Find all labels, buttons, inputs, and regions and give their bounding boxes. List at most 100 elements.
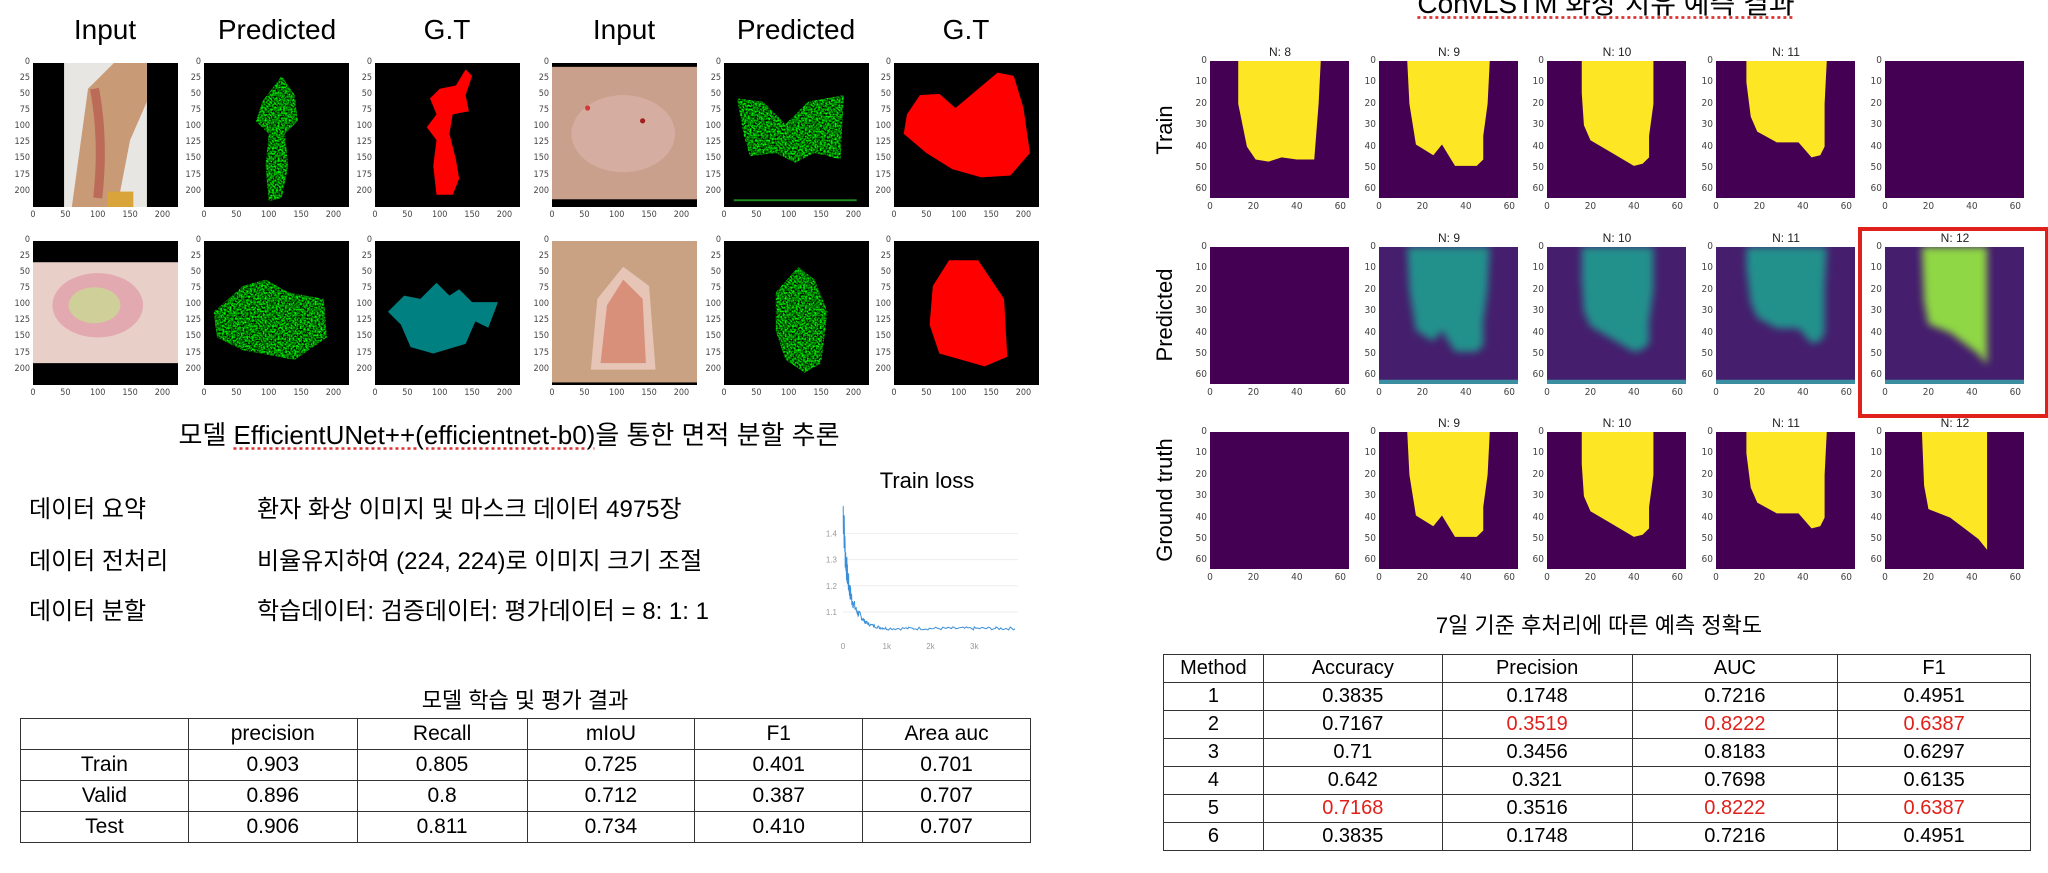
x-tick-label: 40	[1626, 387, 1642, 398]
panel-title: N: 8	[1269, 45, 1291, 59]
y-tick-label: 20	[1192, 469, 1207, 480]
table-cell: 0.712	[527, 781, 695, 812]
y-tick-label: 50	[1361, 533, 1376, 544]
table-cell: 0.401	[695, 750, 863, 781]
x-tick-label: 20	[1582, 572, 1598, 583]
x-tick-label: 60	[2007, 201, 2023, 212]
y-tick-label: 175	[13, 348, 30, 358]
y-tick-label: 60	[1698, 183, 1713, 194]
x-tick-label: 100	[261, 388, 277, 398]
panel-title: N: 9	[1438, 416, 1460, 430]
y-tick-label: 50	[1361, 348, 1376, 359]
y-tick-label: 0	[704, 57, 721, 67]
chart-title: Train loss	[880, 468, 975, 494]
x-tick-label: 40	[1458, 387, 1474, 398]
table-cell: 0.805	[357, 750, 527, 781]
x-tick-label: 0	[367, 210, 383, 220]
y-tick-label: 50	[1867, 162, 1882, 173]
x-tick-label: 20	[1245, 387, 1261, 398]
info-value: 비율유지하여 (224, 224)로 이미지 크기 조절	[257, 541, 702, 576]
x-tick-label: 40	[1458, 572, 1474, 583]
highlight-box	[1858, 227, 2048, 418]
y-tick-label: 10	[1698, 262, 1713, 273]
x-tick-label: 0	[1539, 387, 1555, 398]
table-cell: 0.4951	[1838, 683, 2031, 711]
heatmap-panel	[1547, 432, 1686, 569]
y-tick-label: 10	[1192, 447, 1207, 458]
y-tick-label: 20	[1361, 469, 1376, 480]
x-tick-label: 20	[1751, 572, 1767, 583]
x-tick-label: 60	[1838, 387, 1854, 398]
column-header-gt: G.T	[943, 14, 990, 46]
panel-title: N: 11	[1772, 45, 1800, 59]
table-cell: 0.8183	[1632, 739, 1838, 767]
x-tick-label: 50	[399, 388, 415, 398]
heatmap-panel	[1716, 61, 1855, 198]
y-tick-label: 75	[874, 105, 891, 115]
y-tick-label: 75	[13, 105, 30, 115]
y-tick-label: 10	[1529, 447, 1544, 458]
y-tick-label: 50	[1698, 162, 1713, 173]
x-tick-label: 200	[845, 388, 861, 398]
y-tick-label: 1.2	[826, 582, 838, 591]
row-label: 3	[1164, 739, 1264, 767]
table-cell: 0.903	[188, 750, 357, 781]
x-tick-label: 60	[1332, 572, 1348, 583]
table-cell: 0.707	[863, 812, 1031, 843]
x-tick-label: 60	[1501, 387, 1517, 398]
y-tick-label: 25	[355, 73, 372, 83]
panel-title: N: 10	[1603, 45, 1632, 59]
y-tick-label: 0	[13, 235, 30, 245]
y-tick-label: 50	[532, 267, 549, 277]
y-tick-label: 30	[1192, 490, 1207, 501]
x-tick-label: 100	[951, 388, 967, 398]
y-tick-label: 50	[355, 89, 372, 99]
y-tick-label: 60	[1192, 369, 1207, 380]
y-tick-label: 10	[1698, 447, 1713, 458]
y-tick-label: 10	[1361, 76, 1376, 87]
y-tick-label: 40	[1867, 512, 1882, 523]
x-tick-label: 60	[1838, 201, 1854, 212]
y-tick-label: 0	[355, 235, 372, 245]
heatmap-panel	[1885, 432, 2024, 569]
table-row: 1 0.3835 0.1748 0.7216 0.4951	[1164, 683, 2031, 711]
column-header: AUC	[1632, 655, 1838, 683]
y-tick-label: 1.4	[826, 529, 838, 538]
y-tick-label: 200	[355, 364, 372, 374]
y-tick-label: 125	[704, 137, 721, 147]
y-tick-label: 200	[13, 186, 30, 196]
y-tick-label: 175	[13, 170, 30, 180]
y-tick-label: 40	[1192, 512, 1207, 523]
x-tick-label: 150	[813, 210, 829, 220]
predicted-mask	[724, 63, 869, 207]
y-tick-label: 75	[704, 283, 721, 293]
x-tick-label: 40	[1626, 572, 1642, 583]
y-tick-label: 25	[532, 251, 549, 261]
x-tick-label: 200	[1015, 388, 1031, 398]
heatmap-panel	[1885, 61, 2024, 198]
row-label: Valid	[21, 781, 189, 812]
y-tick-label: 50	[1529, 533, 1544, 544]
y-tick-label: 200	[13, 364, 30, 374]
x-tick-label: 50	[399, 210, 415, 220]
x-tick-label: 0	[1539, 201, 1555, 212]
y-tick-label: 150	[184, 153, 201, 163]
x-tick-label: 200	[496, 388, 512, 398]
panel-title: N: 11	[1772, 416, 1800, 430]
y-tick-label: 125	[355, 137, 372, 147]
x-tick-label: 50	[918, 210, 934, 220]
y-tick-label: 40	[1698, 141, 1713, 152]
x-tick-label: 200	[325, 210, 341, 220]
y-tick-label: 60	[1361, 369, 1376, 380]
table-row: 6 0.3835 0.1748 0.7216 0.4951	[1164, 823, 2031, 851]
y-tick-label: 150	[355, 153, 372, 163]
y-tick-label: 30	[1361, 490, 1376, 501]
y-tick-label: 30	[1698, 490, 1713, 501]
y-tick-label: 50	[184, 267, 201, 277]
x-tick-label: 0	[367, 388, 383, 398]
y-tick-label: 30	[1361, 305, 1376, 316]
row-label: 1	[1164, 683, 1264, 711]
column-header: Method	[1164, 655, 1264, 683]
x-tick-label: 1k	[883, 642, 892, 651]
y-tick-label: 40	[1867, 141, 1882, 152]
